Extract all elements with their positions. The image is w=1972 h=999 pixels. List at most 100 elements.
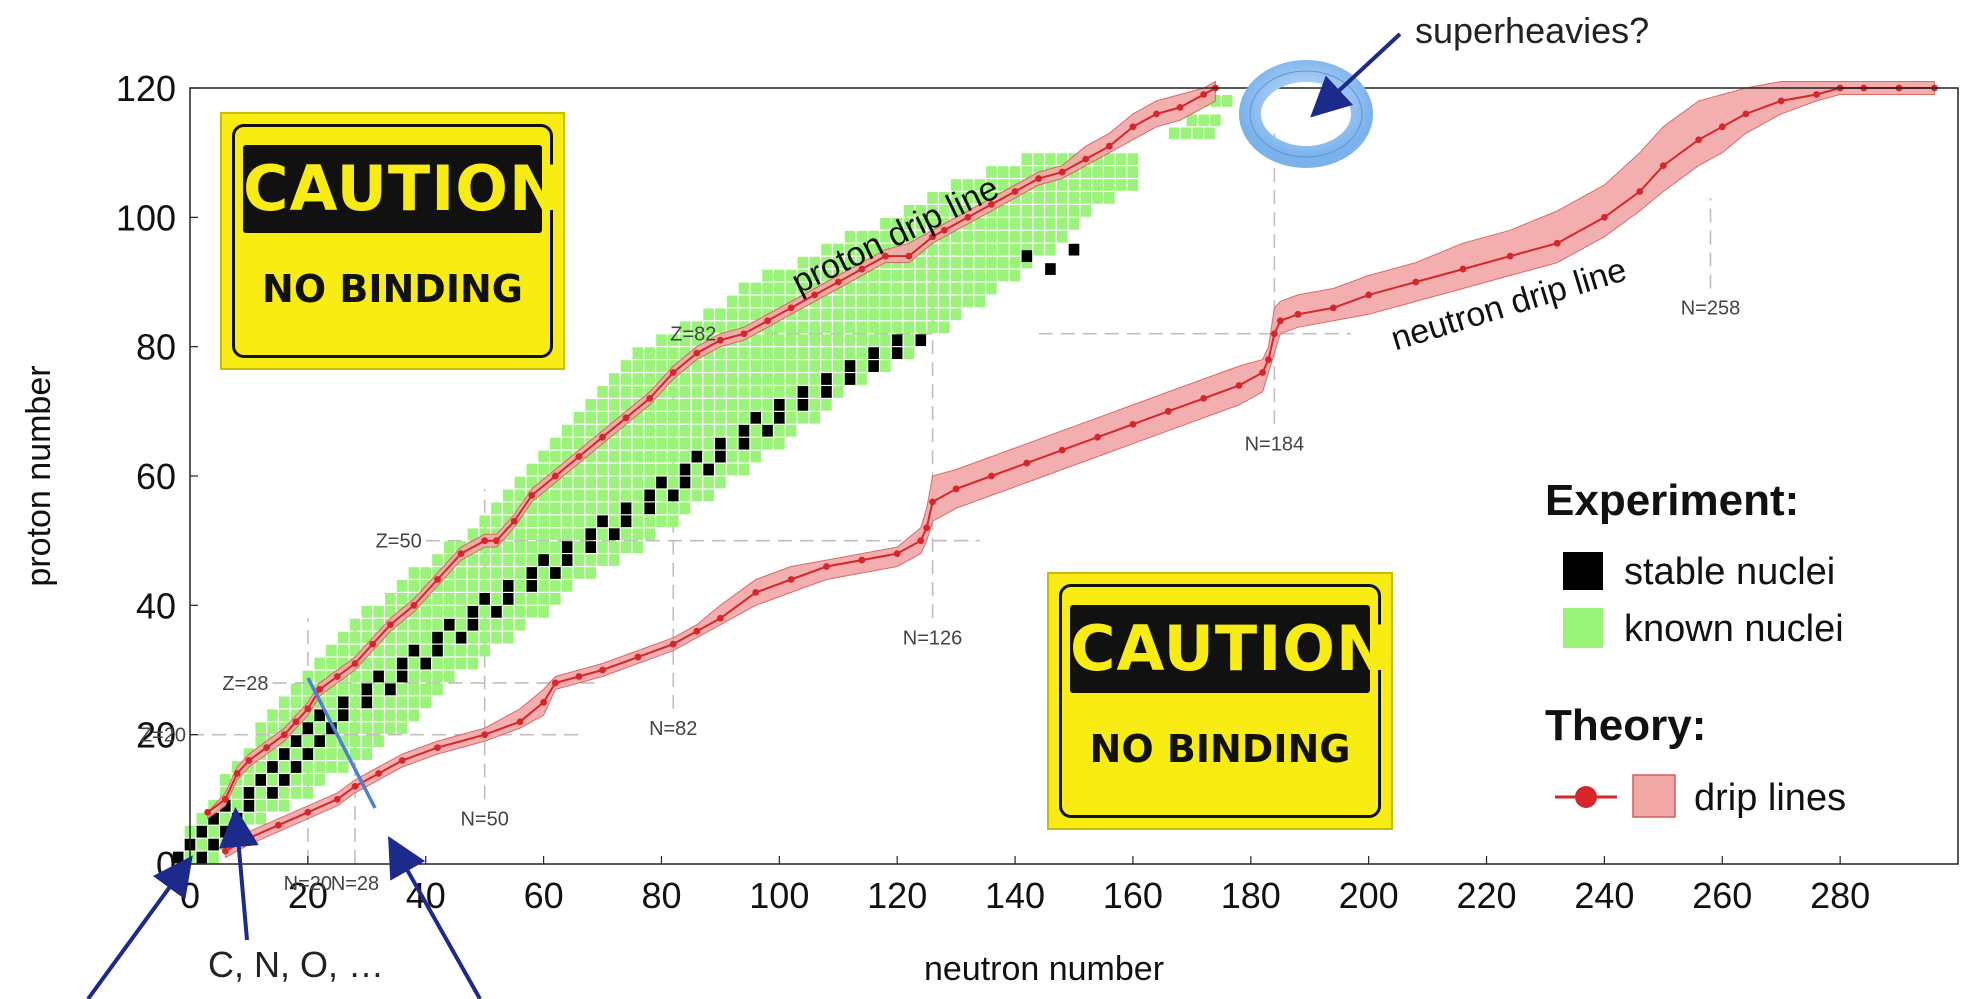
known-nucleus bbox=[1068, 217, 1080, 230]
known-nucleus bbox=[1021, 192, 1033, 204]
known-nucleus bbox=[1045, 179, 1056, 191]
drip-line-point bbox=[398, 757, 406, 764]
stable-nucleus bbox=[444, 618, 455, 631]
known-nucleus bbox=[361, 670, 373, 683]
known-nucleus bbox=[868, 282, 879, 295]
known-nucleus bbox=[679, 347, 691, 359]
known-nucleus bbox=[526, 605, 538, 618]
known-nucleus bbox=[444, 644, 455, 657]
drip-line-point bbox=[1200, 91, 1208, 98]
known-nucleus bbox=[1045, 243, 1056, 256]
known-nucleus bbox=[750, 437, 762, 450]
known-nucleus bbox=[821, 360, 832, 372]
known-nucleus bbox=[632, 515, 644, 528]
known-nucleus bbox=[750, 334, 762, 347]
known-nucleus bbox=[903, 334, 915, 347]
stable-nucleus bbox=[1021, 250, 1033, 262]
known-nucleus bbox=[974, 230, 985, 243]
drip-line-point bbox=[905, 252, 913, 260]
known-nucleus bbox=[573, 489, 585, 502]
known-nucleus bbox=[514, 528, 526, 541]
drip-line-band bbox=[207, 80, 1216, 820]
known-nucleus bbox=[738, 386, 750, 398]
known-nucleus bbox=[538, 580, 549, 592]
known-nucleus bbox=[1056, 205, 1068, 217]
known-nucleus bbox=[491, 515, 502, 528]
known-nucleus bbox=[797, 360, 809, 372]
drip-line-point bbox=[1276, 317, 1284, 325]
drip-line-point bbox=[1200, 395, 1208, 402]
drip-line-point bbox=[1718, 123, 1726, 131]
stable-nucleus bbox=[762, 424, 773, 437]
legend-known-swatch bbox=[1563, 608, 1603, 648]
known-nucleus bbox=[550, 580, 561, 592]
known-nucleus bbox=[950, 179, 962, 191]
known-nucleus bbox=[1021, 256, 1033, 269]
known-nucleus bbox=[750, 450, 762, 463]
known-nucleus bbox=[1021, 243, 1033, 256]
known-nucleus bbox=[526, 528, 538, 541]
stable-nucleus bbox=[220, 825, 231, 838]
known-nucleus bbox=[1068, 192, 1080, 204]
known-nucleus bbox=[856, 295, 868, 308]
known-nucleus bbox=[267, 722, 278, 735]
drip-line-point bbox=[204, 808, 212, 816]
known-nucleus bbox=[703, 399, 714, 411]
known-nucleus bbox=[1068, 205, 1080, 217]
known-nucleus bbox=[832, 386, 844, 398]
known-nucleus bbox=[809, 269, 820, 282]
known-nucleus bbox=[408, 618, 420, 631]
known-nucleus bbox=[974, 282, 985, 295]
known-nucleus bbox=[738, 295, 750, 308]
known-nucleus bbox=[502, 567, 514, 579]
drip-line-point bbox=[1742, 110, 1750, 118]
known-nucleus bbox=[927, 243, 938, 256]
known-nucleus bbox=[832, 256, 844, 269]
known-nucleus bbox=[891, 282, 903, 295]
known-nucleus bbox=[774, 295, 785, 308]
known-nucleus bbox=[950, 192, 962, 204]
known-nucleus bbox=[644, 347, 655, 359]
known-nucleus bbox=[774, 347, 785, 359]
stable-nucleus bbox=[821, 386, 832, 398]
known-nucleus bbox=[738, 463, 750, 476]
known-nucleus bbox=[974, 243, 985, 256]
legend-drip-label: drip lines bbox=[1694, 777, 1846, 819]
known-nucleus bbox=[656, 489, 667, 502]
drip-line-point bbox=[1294, 310, 1302, 318]
known-nucleus bbox=[644, 411, 655, 424]
known-nucleus bbox=[502, 502, 514, 515]
known-nucleus bbox=[915, 256, 927, 269]
known-nucleus bbox=[455, 567, 467, 579]
known-nucleus bbox=[644, 515, 655, 528]
known-nucleus bbox=[1021, 217, 1033, 230]
known-nucleus bbox=[667, 515, 679, 528]
known-nucleus bbox=[821, 256, 832, 269]
known-nucleus bbox=[373, 644, 384, 657]
stable-nucleus bbox=[279, 748, 290, 760]
known-nucleus bbox=[1092, 179, 1103, 191]
y-tick-label: 100 bbox=[116, 197, 176, 238]
neutron-magic-label: N=20 bbox=[284, 873, 332, 895]
stable-nucleus bbox=[868, 360, 879, 372]
known-nucleus bbox=[691, 463, 703, 476]
known-nucleus bbox=[750, 386, 762, 398]
known-nucleus bbox=[514, 567, 526, 579]
drip-line-point bbox=[1777, 97, 1785, 105]
known-nucleus bbox=[597, 386, 608, 398]
known-nucleus bbox=[420, 683, 432, 696]
known-nucleus bbox=[797, 411, 809, 424]
legend-stable-label: stable nuclei bbox=[1624, 551, 1835, 593]
known-nucleus bbox=[432, 683, 443, 696]
known-nucleus bbox=[679, 502, 691, 515]
known-nucleus bbox=[762, 360, 773, 372]
known-nucleus bbox=[267, 709, 278, 722]
known-nucleus bbox=[597, 411, 608, 424]
known-nucleus bbox=[762, 347, 773, 359]
known-nucleus bbox=[1009, 205, 1021, 217]
known-nucleus bbox=[997, 269, 1009, 282]
known-nucleus bbox=[950, 205, 962, 217]
known-nucleus bbox=[1045, 230, 1056, 243]
known-nucleus bbox=[809, 347, 820, 359]
known-nucleus bbox=[797, 373, 809, 385]
